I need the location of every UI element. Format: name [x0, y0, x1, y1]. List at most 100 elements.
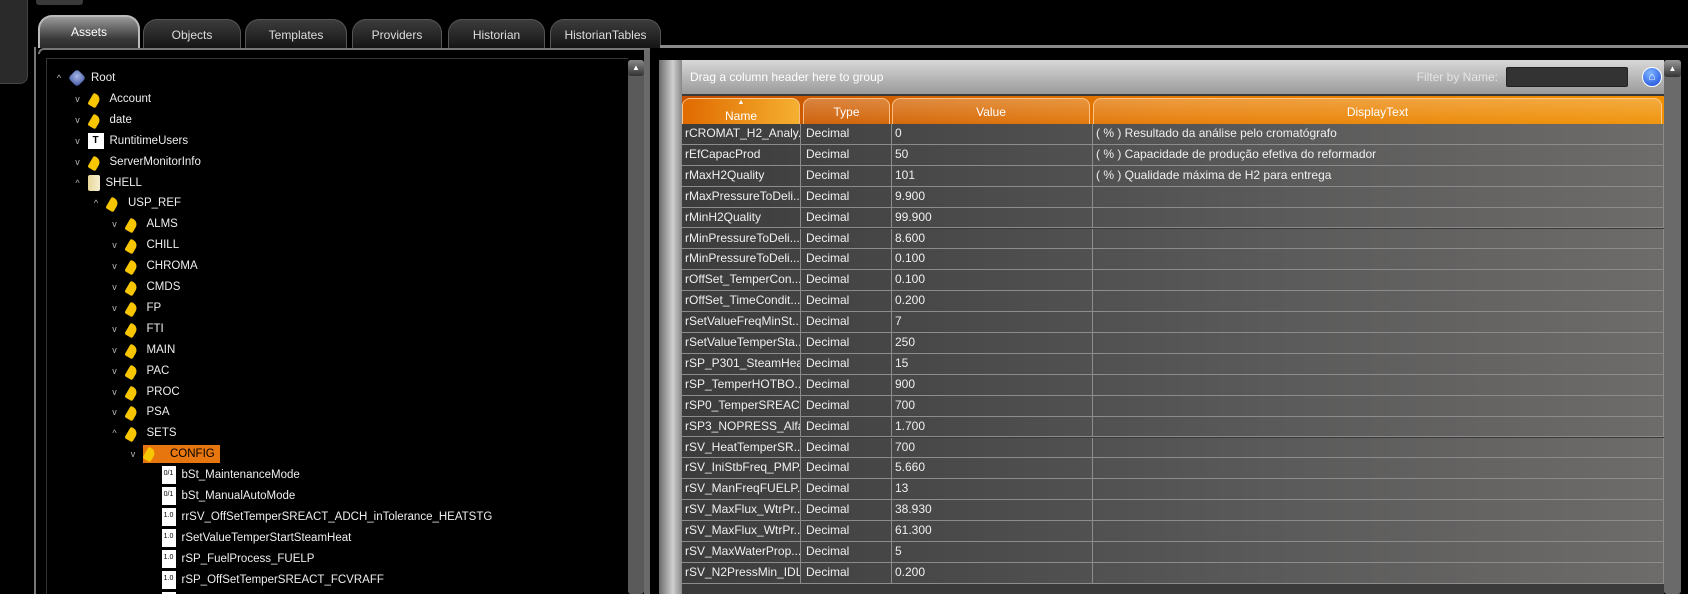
cell-value[interactable]: 900: [892, 374, 1093, 395]
expand-chevron-icon[interactable]: v: [75, 114, 80, 125]
cell-value[interactable]: 0: [892, 124, 1093, 144]
panel-splitter[interactable]: [644, 50, 650, 594]
table-row[interactable]: rSV_HeatTemperSR... Decimal 700: [682, 437, 1664, 459]
table-row[interactable]: rSV_ManFreqFUELP... Decimal 13: [682, 479, 1664, 501]
cell-value[interactable]: 50: [892, 144, 1093, 165]
expand-chevron-icon[interactable]: v: [112, 365, 117, 376]
table-row[interactable]: rSV_MaxWaterProp... Decimal 5: [682, 542, 1664, 563]
collapse-chevron-icon[interactable]: ^: [112, 428, 117, 439]
tree-node[interactable]: v PSA: [109, 402, 169, 422]
table-row[interactable]: rSV_N2PressMin_IDLE Decimal 0.200: [682, 562, 1664, 584]
cell-value[interactable]: 15: [892, 353, 1093, 374]
tree-node[interactable]: v CONFIG: [127, 444, 220, 464]
tree-node[interactable]: 1.0 rSP_FuelProcess_FUELP: [146, 549, 314, 569]
table-row[interactable]: rOffSet_TimeCondit... Decimal 0.200: [682, 291, 1664, 313]
column-header-name[interactable]: ▲ Name: [682, 98, 800, 124]
expand-chevron-icon[interactable]: v: [112, 282, 117, 292]
table-row[interactable]: rOffSet_TemperCon... Decimal 0.100: [682, 270, 1664, 292]
cell-value[interactable]: 250: [892, 333, 1093, 353]
table-row[interactable]: rMinPressureToDeli... Decimal 8.600: [682, 228, 1664, 250]
cell-value[interactable]: 101: [892, 165, 1093, 186]
tree-node[interactable]: v PROC: [109, 382, 179, 402]
cell-value[interactable]: 700: [892, 395, 1093, 416]
table-row[interactable]: rMinH2Quality Decimal 99.900: [682, 207, 1664, 229]
tab-historian[interactable]: Historian: [448, 19, 545, 48]
table-row[interactable]: rSV_MaxFlux_WtrPr... Decimal 61.300: [682, 521, 1664, 542]
side-panel-handle[interactable]: [0, 0, 28, 84]
tree-node[interactable]: 1.0 rSP_OffSetTemperSREACT_FCVRAFF: [146, 570, 384, 590]
scroll-up-icon[interactable]: ▲: [1664, 60, 1681, 77]
cell-value[interactable]: 5.660: [892, 458, 1093, 479]
home-icon[interactable]: ⌂: [1642, 67, 1662, 87]
table-row[interactable]: rMaxPressureToDeli... Decimal 9.900: [682, 186, 1664, 208]
tree-node[interactable]: v CHROMA: [109, 256, 197, 276]
tree-node[interactable]: v FP: [109, 298, 161, 318]
cell-value[interactable]: 9.900: [892, 186, 1093, 207]
expand-chevron-icon[interactable]: v: [112, 323, 117, 334]
table-row[interactable]: rSetValueTemperSta... Decimal 250: [682, 333, 1664, 354]
expand-chevron-icon[interactable]: v: [112, 240, 117, 251]
expand-chevron-icon[interactable]: v: [75, 156, 80, 167]
expand-chevron-icon[interactable]: v: [75, 135, 80, 146]
cell-value[interactable]: 1.700: [892, 416, 1093, 437]
cell-value[interactable]: 13: [892, 479, 1093, 500]
column-header-value[interactable]: Value: [892, 98, 1090, 124]
expand-chevron-icon[interactable]: v: [112, 219, 117, 230]
tab-providers[interactable]: Providers: [352, 19, 442, 48]
cell-value[interactable]: 61.300: [892, 521, 1093, 541]
cell-value[interactable]: 0.100: [892, 249, 1093, 270]
table-row[interactable]: rSP_TemperHOTBO... Decimal 900: [682, 374, 1664, 396]
tree-node[interactable]: ^ Root: [53, 68, 115, 88]
tab-assets[interactable]: Assets: [38, 15, 140, 48]
expand-chevron-icon[interactable]: v: [112, 344, 117, 355]
tree-node[interactable]: v date: [72, 110, 132, 130]
tree-node[interactable]: ^ SETS: [109, 423, 176, 443]
tab-templates[interactable]: Templates: [245, 19, 347, 48]
column-header-displaytext[interactable]: DisplayText: [1093, 98, 1662, 124]
table-row[interactable]: rEfCapacProd Decimal 50( % ) Capacidade de…: [682, 144, 1664, 166]
cell-value[interactable]: 8.600: [892, 228, 1093, 249]
tree-node[interactable]: v CMDS: [109, 277, 180, 297]
tree-node[interactable]: v FTI: [109, 319, 164, 339]
expand-chevron-icon[interactable]: v: [112, 302, 117, 313]
tab-objects[interactable]: Objects: [143, 19, 241, 48]
tree-node[interactable]: 1.0 rrSV_OffSetTemperSREACT_ADCH_inTolera…: [146, 507, 492, 527]
table-row[interactable]: rSP0_TemperSREAC... Decimal 700: [682, 395, 1664, 417]
collapse-chevron-icon[interactable]: ^: [56, 73, 62, 83]
cell-value[interactable]: 0.100: [892, 270, 1093, 291]
tree-node[interactable]: v MAIN: [109, 340, 175, 360]
grid-scrollbar[interactable]: ▲: [1664, 60, 1681, 594]
tree-scrollbar[interactable]: ▲: [628, 60, 644, 594]
collapse-chevron-icon[interactable]: ^: [75, 177, 80, 188]
expand-chevron-icon[interactable]: v: [112, 261, 117, 272]
cell-value[interactable]: 5: [892, 542, 1093, 562]
expand-chevron-icon[interactable]: v: [130, 449, 136, 460]
table-row[interactable]: rCROMAT_H2_Analy... Decimal 0( % ) Resulta…: [682, 124, 1664, 145]
tree-node[interactable]: v ALMS: [109, 214, 178, 234]
table-row[interactable]: rSV_MaxFlux_WtrPr... Decimal 38.930: [682, 500, 1664, 522]
cell-value[interactable]: 7: [892, 312, 1093, 332]
table-row[interactable]: rMinPressureToDeli... Decimal 0.100: [682, 249, 1664, 271]
cell-value[interactable]: 0.200: [892, 562, 1093, 583]
expand-chevron-icon[interactable]: v: [112, 386, 117, 397]
tab-historian-tables[interactable]: HistorianTables: [550, 19, 661, 48]
table-row[interactable]: rMaxH2Quality Decimal 101( % ) Qualidade m…: [682, 165, 1664, 187]
scroll-up-icon[interactable]: ▲: [628, 60, 644, 76]
tree-node[interactable]: v ServerMonitorInfo: [72, 152, 201, 172]
table-row[interactable]: rSV_IniStbFreq_PMP... Decimal 5.660: [682, 458, 1664, 480]
tree-node[interactable]: 0/1 bSt_ManualAutoMode: [146, 486, 295, 506]
expand-chevron-icon[interactable]: v: [75, 93, 80, 104]
collapse-chevron-icon[interactable]: ^: [93, 198, 99, 209]
tree-node[interactable]: v CHILL: [109, 235, 179, 255]
tree-node[interactable]: v PAC: [109, 361, 169, 381]
cell-value[interactable]: 700: [892, 437, 1093, 458]
table-row[interactable]: rSP_P301_SteamHeat Decimal 15: [682, 353, 1664, 375]
tree-node[interactable]: v Account: [72, 89, 151, 109]
tree-node[interactable]: ^ USP_REF: [90, 193, 181, 213]
cell-value[interactable]: 38.930: [892, 500, 1093, 521]
tree-node[interactable]: 1.0 rSetValueTemperStartSteamHeat: [146, 528, 351, 548]
filter-by-name-input[interactable]: [1506, 67, 1628, 87]
expand-chevron-icon[interactable]: v: [112, 407, 117, 418]
